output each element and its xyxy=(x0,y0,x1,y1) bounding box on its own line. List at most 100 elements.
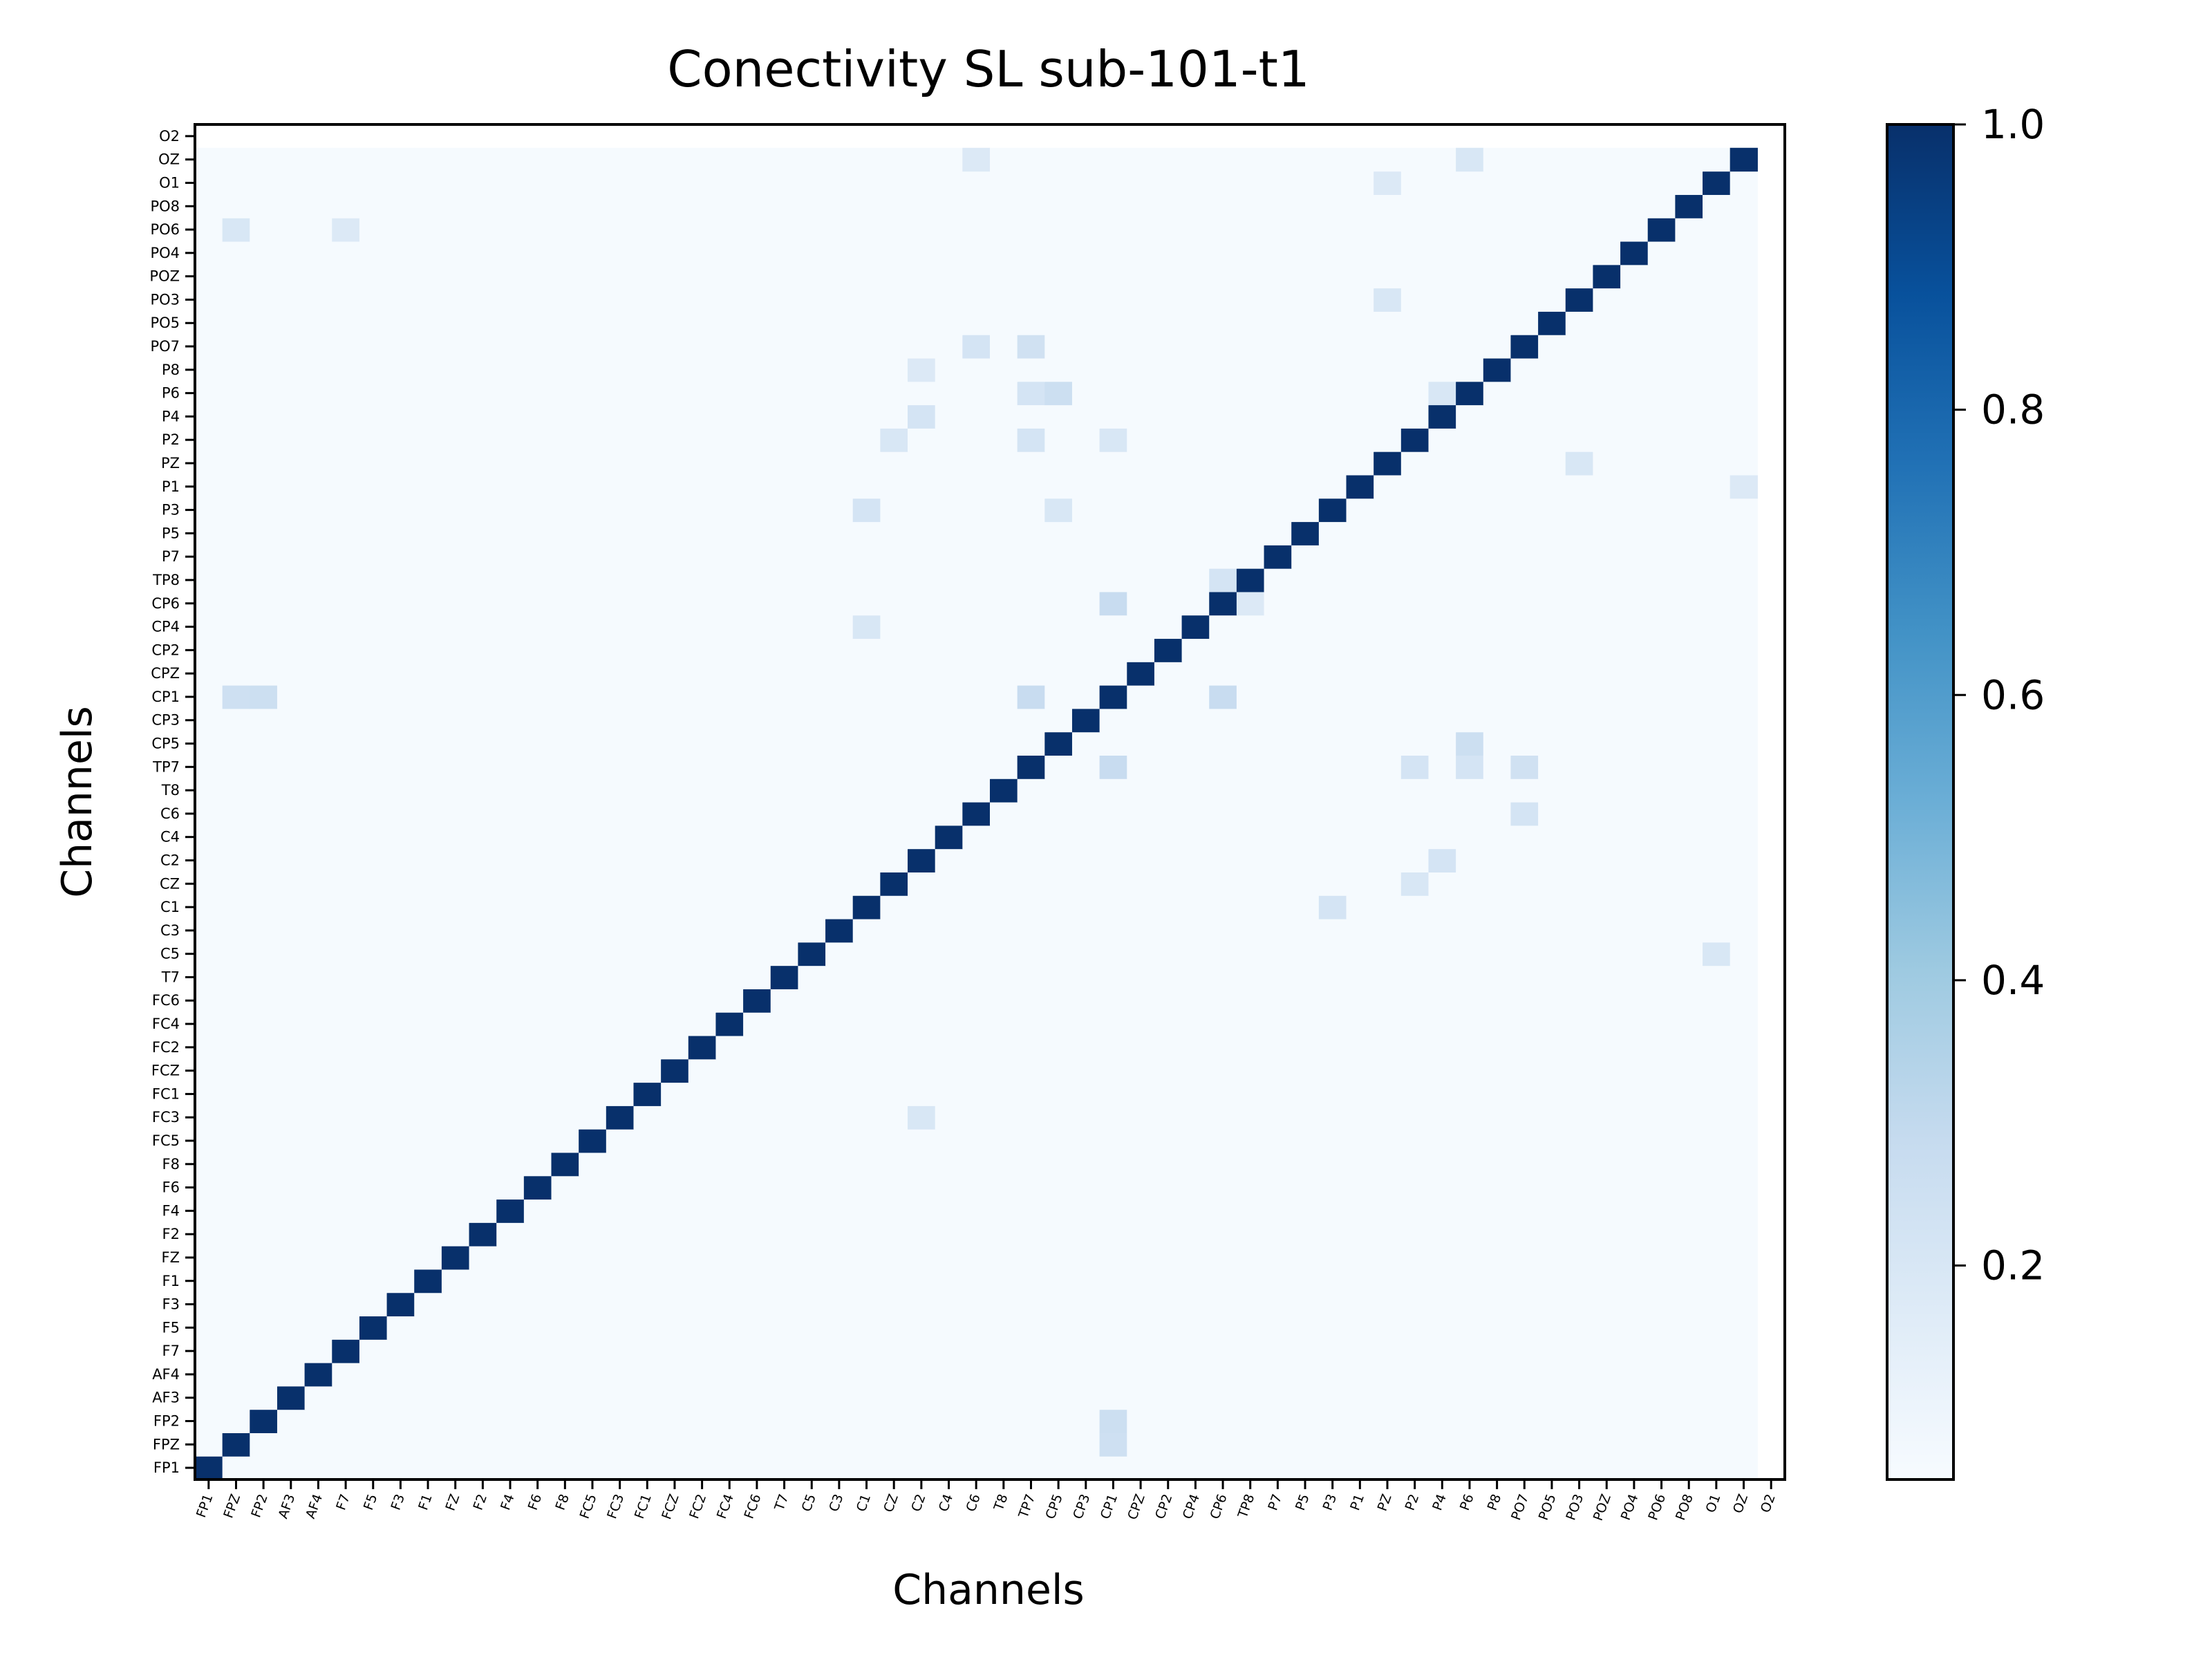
heatmap-cell xyxy=(880,1432,908,1457)
heatmap-cell xyxy=(935,1292,963,1317)
heatmap-cell xyxy=(332,591,360,616)
heatmap-cell xyxy=(770,615,799,639)
heatmap-cell xyxy=(1510,918,1539,943)
heatmap-cell xyxy=(1400,1105,1430,1130)
heatmap-cell xyxy=(1456,872,1484,896)
heatmap-cell xyxy=(1264,171,1292,195)
heatmap-cell xyxy=(1071,848,1100,872)
heatmap-cell xyxy=(469,498,497,523)
heatmap-cell xyxy=(1428,1385,1456,1410)
heatmap-cell xyxy=(990,1316,1018,1340)
heatmap-cell xyxy=(1017,1432,1045,1457)
heatmap-cell xyxy=(250,241,278,265)
heatmap-cell xyxy=(579,404,607,429)
heatmap-cell xyxy=(1483,662,1512,686)
heatmap-cell xyxy=(688,451,717,476)
heatmap-cell xyxy=(661,171,689,195)
heatmap-cell xyxy=(661,545,689,569)
heatmap-cell xyxy=(250,848,278,872)
heatmap-cell xyxy=(250,989,278,1013)
heatmap-cell xyxy=(1565,357,1594,382)
heatmap-cell xyxy=(551,1222,579,1246)
heatmap-cell xyxy=(825,778,854,803)
heatmap-cell xyxy=(633,521,662,545)
heatmap-cell xyxy=(715,194,744,218)
heatmap-cell xyxy=(1236,802,1265,826)
heatmap-cell xyxy=(1264,1385,1292,1410)
heatmap-cell xyxy=(414,1175,442,1200)
heatmap-cell xyxy=(195,942,223,967)
heatmap-cell xyxy=(469,1222,497,1246)
heatmap-cell xyxy=(880,755,908,779)
heatmap-cell xyxy=(1346,1222,1374,1246)
heatmap-cell xyxy=(1099,615,1127,639)
heatmap-cell xyxy=(1318,778,1347,803)
heatmap-cell xyxy=(1071,895,1100,919)
heatmap-cell xyxy=(990,521,1018,545)
heatmap-cell xyxy=(1456,1222,1484,1246)
heatmap-cell xyxy=(1456,1339,1484,1363)
heatmap-cell xyxy=(1127,872,1155,896)
x-axis-ticks: FP1 FPZ FP2 AF3 AF4 F7 F5 F3 F1 FZ F2 F4 F6 F8 FC5 FC3 F… xyxy=(194,1479,1779,1523)
heatmap-cell xyxy=(332,872,360,896)
heatmap-cell xyxy=(1264,357,1292,382)
heatmap-cell xyxy=(1071,545,1100,569)
heatmap-cell xyxy=(962,1409,991,1434)
heatmap-cell xyxy=(606,1432,635,1457)
heatmap-cell xyxy=(1099,1058,1127,1083)
heatmap-cell xyxy=(195,1385,223,1410)
heatmap-cell xyxy=(962,404,991,429)
heatmap-cell xyxy=(1291,591,1320,616)
heatmap-cell xyxy=(304,1105,332,1130)
heatmap-cell xyxy=(1538,1152,1566,1177)
heatmap-cell xyxy=(222,1246,250,1270)
heatmap-cell xyxy=(523,474,552,499)
heatmap-cell xyxy=(852,1269,881,1294)
heatmap-cell xyxy=(1154,802,1183,826)
heatmap-cell xyxy=(1675,638,1703,662)
heatmap-cell xyxy=(1428,1082,1456,1106)
heatmap-cell xyxy=(304,685,332,709)
heatmap-cell xyxy=(1099,545,1127,569)
heatmap-cell xyxy=(1538,357,1566,382)
x-tick-label: P5 xyxy=(1293,1492,1313,1513)
heatmap-cell xyxy=(1318,147,1347,172)
heatmap-cell xyxy=(276,357,306,382)
heatmap-cell xyxy=(661,381,689,406)
heatmap-cell xyxy=(195,1129,223,1153)
heatmap-cell xyxy=(359,918,388,943)
heatmap-cell xyxy=(1291,194,1320,218)
x-tick-label: FP1 xyxy=(194,1492,216,1520)
heatmap-cell xyxy=(1127,428,1155,452)
heatmap-cell xyxy=(386,474,415,499)
heatmap-cell xyxy=(1017,474,1045,499)
heatmap-cell xyxy=(250,708,278,733)
heatmap-cell xyxy=(1044,1175,1073,1200)
heatmap-cell xyxy=(1346,218,1374,242)
heatmap-cell xyxy=(250,1385,278,1410)
heatmap-cell xyxy=(496,218,525,242)
heatmap-cell xyxy=(1647,1199,1676,1223)
heatmap-cell xyxy=(1346,1363,1374,1387)
colorbar-tick-label: 0.2 xyxy=(1981,1242,2045,1289)
heatmap-cell xyxy=(1374,171,1402,195)
heatmap-cell xyxy=(935,498,963,523)
heatmap-cell xyxy=(359,1363,388,1387)
heatmap-cell xyxy=(606,1456,635,1480)
heatmap-cell xyxy=(359,171,388,195)
heatmap-cell xyxy=(1374,1105,1402,1130)
heatmap-cell xyxy=(743,802,771,826)
heatmap-cell xyxy=(1703,615,1731,639)
y-tick-label: P5 xyxy=(162,525,180,541)
heatmap-cell xyxy=(770,1129,799,1153)
heatmap-cell xyxy=(990,498,1018,523)
heatmap-cell xyxy=(1538,965,1566,989)
heatmap-cell xyxy=(1647,264,1676,289)
heatmap-cell xyxy=(222,965,250,989)
heatmap-cell xyxy=(1400,1456,1430,1480)
heatmap-cell xyxy=(715,357,744,382)
heatmap-cell xyxy=(1071,685,1100,709)
heatmap-cell xyxy=(523,1363,552,1387)
heatmap-cell xyxy=(1620,1105,1649,1130)
heatmap-cell xyxy=(1456,1082,1484,1106)
